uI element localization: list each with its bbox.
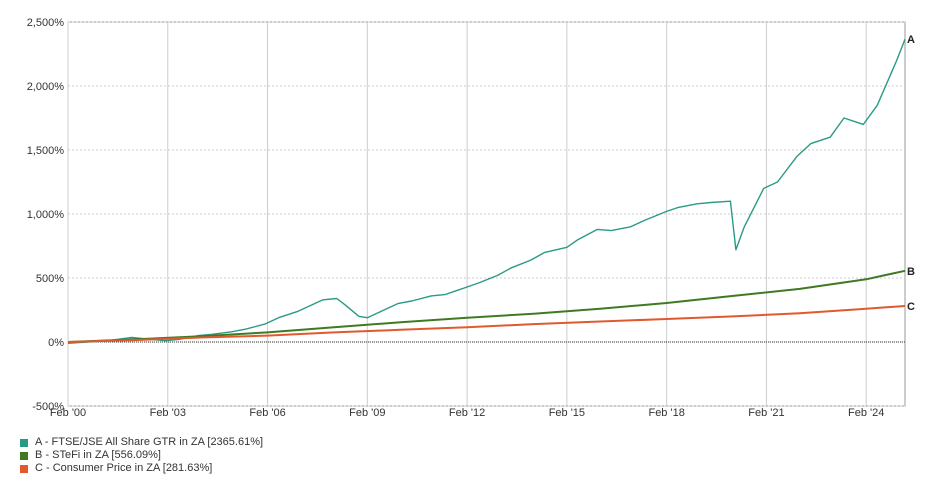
x-axis-ticks: Feb '00 Feb '03 Feb '06 Feb '09 Feb '12 Feb '… [50,407,885,419]
y-tick-label: 500% [36,273,64,285]
series-lines [67,38,906,344]
x-tick-label: Feb '12 [449,407,485,419]
x-tick-label: Feb '03 [150,407,186,419]
series-line-c [67,305,906,343]
y-tick-label: 2,000% [27,81,65,93]
y-tick-label: 1,500% [27,145,65,157]
x-tick-label: Feb '15 [549,407,585,419]
series-line-b [67,269,906,343]
series-end-label-a: A [907,34,915,46]
x-tick-label: Feb '06 [249,407,285,419]
x-tick-label: Feb '18 [648,407,684,419]
legend-swatch-a [20,438,28,447]
legend-label-a: A - FTSE/JSE All Share GTR in ZA [2365.6… [35,436,264,448]
legend-item-c: C - Consumer Price in ZA [281.63%] [20,462,263,475]
x-tick-label: Feb '09 [349,407,385,419]
x-tick-label: Feb '00 [50,407,86,419]
series-end-label-b: B [907,266,915,278]
x-tick-label: Feb '21 [748,407,784,419]
legend: A - FTSE/JSE All Share GTR in ZA [2365.6… [20,436,263,475]
legend-item-a: A - FTSE/JSE All Share GTR in ZA [2365.6… [20,436,263,449]
y-tick-label: 0% [48,337,64,349]
legend-item-b: B - STeFi in ZA [556.09%] [20,449,263,462]
legend-label-b: B - STeFi in ZA [556.09%] [35,449,161,461]
y-tick-label: 2,500% [27,17,65,29]
legend-swatch-c [20,464,28,473]
x-tick-label: Feb '24 [848,407,884,419]
y-tick-label: 1,000% [27,209,65,221]
y-axis-ticks: 2,500% 2,000% 1,500% 1,000% 500% 0% -500% [27,17,65,413]
y-tick-label: -500% [32,401,64,413]
legend-label-c: C - Consumer Price in ZA [281.63%] [35,462,213,474]
series-end-labels: A B C [907,34,915,313]
series-line-a [67,38,906,344]
legend-swatch-b [20,451,28,460]
series-end-label-c: C [907,301,915,313]
